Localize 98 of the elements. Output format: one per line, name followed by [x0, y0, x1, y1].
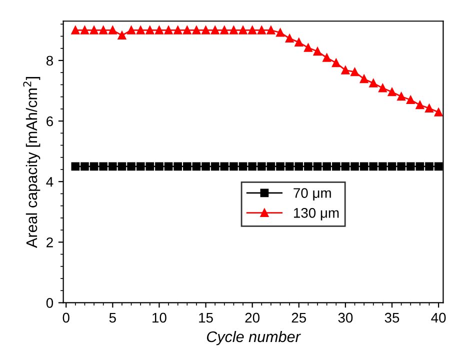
point: [276, 162, 284, 171]
point: [257, 26, 266, 34]
y-tick-label: 4: [46, 177, 54, 187]
point: [276, 28, 284, 37]
point: [369, 79, 378, 88]
point: [406, 96, 415, 104]
point: [406, 162, 415, 171]
point: [388, 162, 396, 171]
point: [425, 104, 434, 112]
point: [90, 26, 98, 34]
point: [202, 162, 210, 171]
point: [304, 44, 312, 52]
point: [108, 162, 117, 171]
point: [378, 162, 387, 171]
point: [266, 26, 276, 34]
x-tick-label: 15: [199, 312, 213, 323]
point: [313, 47, 322, 56]
point: [360, 162, 368, 171]
legend-label: 130 μm: [294, 208, 339, 220]
x-tick-label: 20: [245, 312, 260, 323]
x-tick-label: 35: [384, 312, 400, 323]
point: [202, 26, 210, 34]
point: [332, 58, 340, 68]
point: [192, 162, 201, 171]
x-tick-label: 25: [292, 312, 306, 323]
point: [294, 162, 304, 171]
point: [425, 162, 434, 171]
point: [294, 38, 304, 46]
point: [313, 162, 322, 171]
point: [146, 26, 154, 34]
point: [108, 26, 117, 34]
point: [322, 162, 331, 171]
y-tick-label: 2: [46, 237, 53, 248]
point: [99, 162, 108, 171]
point: [397, 92, 406, 101]
point: [350, 68, 359, 76]
point: [210, 162, 220, 171]
x-tick-label: 40: [431, 312, 446, 323]
point: [378, 84, 387, 92]
x-axis-title: Cycle number: [206, 330, 301, 346]
point: [248, 162, 256, 171]
y-tick-label: 6: [46, 116, 53, 126]
point: [90, 162, 98, 171]
point: [164, 26, 173, 34]
point: [285, 162, 294, 171]
point: [210, 26, 220, 34]
point: [416, 162, 424, 171]
point: [434, 162, 443, 171]
point: [230, 162, 238, 171]
point: [220, 162, 229, 171]
point: [118, 162, 126, 171]
point: [360, 74, 368, 84]
point: [257, 162, 266, 171]
point: [164, 162, 173, 171]
point: [350, 162, 359, 171]
point: [397, 162, 406, 171]
point: [71, 26, 80, 34]
point: [220, 26, 229, 34]
point: [146, 162, 154, 171]
y-axis-title: Areal capacity [mAh/cm$^{2}$]: [23, 77, 40, 248]
point: [155, 162, 164, 171]
point: [127, 26, 136, 34]
point: [248, 26, 256, 34]
x-tick-label: 30: [338, 312, 353, 323]
point: [80, 26, 89, 34]
point: [238, 162, 248, 171]
point: [388, 88, 396, 96]
point: [285, 34, 294, 43]
point: [434, 108, 443, 116]
point: [80, 162, 89, 171]
legend-label: 70 μm: [294, 188, 331, 200]
point: [99, 26, 108, 34]
point: [155, 26, 164, 34]
point: [182, 26, 192, 34]
point: [238, 26, 248, 34]
point: [266, 162, 276, 171]
point: [341, 162, 350, 171]
point: [136, 162, 145, 171]
x-tick-label: 5: [109, 312, 116, 323]
point: [341, 66, 350, 74]
point: [71, 162, 80, 171]
point: [174, 162, 182, 171]
point: [127, 162, 136, 171]
point: [332, 162, 340, 171]
point: [369, 162, 378, 171]
point: [416, 100, 424, 110]
point: [322, 54, 331, 62]
point: [192, 26, 201, 34]
point: [182, 162, 192, 171]
y-tick-label: 8: [46, 56, 53, 66]
x-tick-label: 10: [152, 312, 166, 323]
point: [304, 162, 312, 171]
y-tick-label: 0: [46, 298, 54, 308]
point: [136, 26, 145, 34]
point: [174, 26, 182, 34]
point: [230, 26, 238, 34]
point: [118, 31, 126, 40]
x-tick-label: 0: [62, 312, 70, 323]
